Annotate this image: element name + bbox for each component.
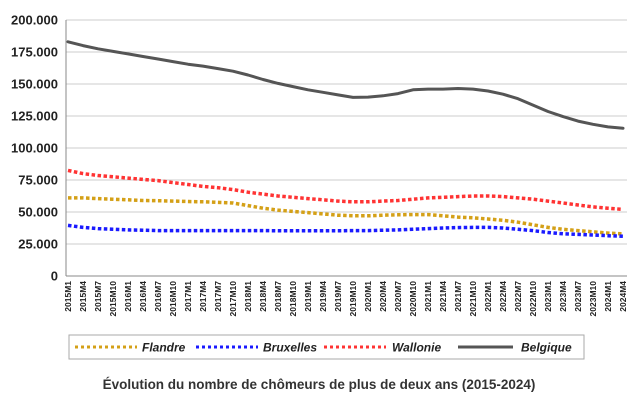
- y-tick-label: 150.000: [11, 77, 58, 92]
- y-tick-label: 75.000: [18, 173, 58, 188]
- y-tick-label: 25.000: [18, 237, 58, 252]
- axes: [65, 20, 627, 277]
- x-tick-label: 2019M4: [318, 281, 328, 312]
- x-tick-label: 2016M10: [168, 281, 178, 317]
- y-tick-label: 100.000: [11, 141, 58, 156]
- y-tick-label: 125.000: [11, 109, 58, 124]
- x-tick-label: 2024M4: [618, 281, 628, 312]
- x-tick-label: 2021M10: [468, 281, 478, 317]
- y-axis-ticks: 0 25.000 50.000 75.000 100.000 125.000 150.000…: [11, 13, 58, 284]
- x-tick-label: 2017M4: [198, 281, 208, 312]
- legend-label: Bruxelles: [263, 341, 317, 355]
- legend-label: Wallonie: [392, 341, 441, 355]
- x-tick-label: 2023M10: [588, 281, 598, 317]
- x-tick-label: 2024M1: [603, 281, 613, 312]
- y-tick-label: 50.000: [18, 205, 58, 220]
- x-tick-label: 2018M1: [243, 281, 253, 312]
- x-tick-label: 2018M4: [258, 281, 268, 312]
- x-axis-ticks: 2015M1 2015M4 2015M7 2015M10 2016M1 2016M4 201…: [63, 281, 628, 317]
- series-line-belgique: [66, 40, 625, 130]
- x-tick-label: 2016M1: [123, 281, 133, 312]
- legend: Flandre Bruxelles Wallonie Belgique: [68, 334, 585, 360]
- y-tick-label: 175.000: [11, 45, 58, 60]
- x-tick-label: 2018M7: [273, 281, 283, 312]
- x-tick-label: 2022M4: [498, 281, 508, 312]
- series-line-flandre: [68, 196, 624, 236]
- x-tick-label: 2021M1: [423, 281, 433, 312]
- y-tick-label: 0: [51, 269, 58, 284]
- series-line-wallonie: [67, 168, 624, 212]
- x-tick-label: 2020M4: [378, 281, 388, 312]
- x-tick-label: 2019M1: [303, 281, 313, 312]
- x-tick-label: 2021M4: [438, 281, 448, 312]
- x-tick-label: 2023M4: [558, 281, 568, 312]
- x-tick-label: 2022M7: [513, 281, 523, 312]
- x-tick-label: 2017M1: [183, 281, 193, 312]
- x-tick-label: 2022M1: [483, 281, 493, 312]
- x-tick-label: 2020M10: [408, 281, 418, 317]
- series-line-bruxelles: [67, 223, 624, 239]
- y-tick-label: 200.000: [11, 13, 58, 28]
- x-tick-label: 2018M10: [288, 281, 298, 317]
- legend-label: Belgique: [521, 341, 572, 355]
- x-tick-label: 2019M10: [348, 281, 358, 317]
- x-tick-label: 2016M4: [138, 281, 148, 312]
- x-tick-label: 2015M10: [108, 281, 118, 317]
- x-tick-label: 2019M7: [333, 281, 343, 312]
- chart-caption: Évolution du nombre de chômeurs de plus …: [103, 377, 536, 392]
- series-lines: [66, 40, 625, 239]
- x-tick-label: 2022M10: [528, 281, 538, 317]
- x-tick-label: 2021M7: [453, 281, 463, 312]
- x-tick-label: 2015M4: [78, 281, 88, 312]
- x-tick-label: 2020M7: [393, 281, 403, 312]
- x-tick-label: 2016M7: [153, 281, 163, 312]
- x-tick-label: 2023M1: [543, 281, 553, 312]
- legend-label: Flandre: [142, 341, 186, 355]
- x-tick-label: 2015M1: [63, 281, 73, 312]
- x-tick-label: 2023M7: [573, 281, 583, 312]
- x-tick-label: 2017M10: [228, 281, 238, 317]
- x-tick-label: 2017M7: [213, 281, 223, 312]
- x-tick-label: 2015M7: [93, 281, 103, 312]
- x-tick-label: 2020M1: [363, 281, 373, 312]
